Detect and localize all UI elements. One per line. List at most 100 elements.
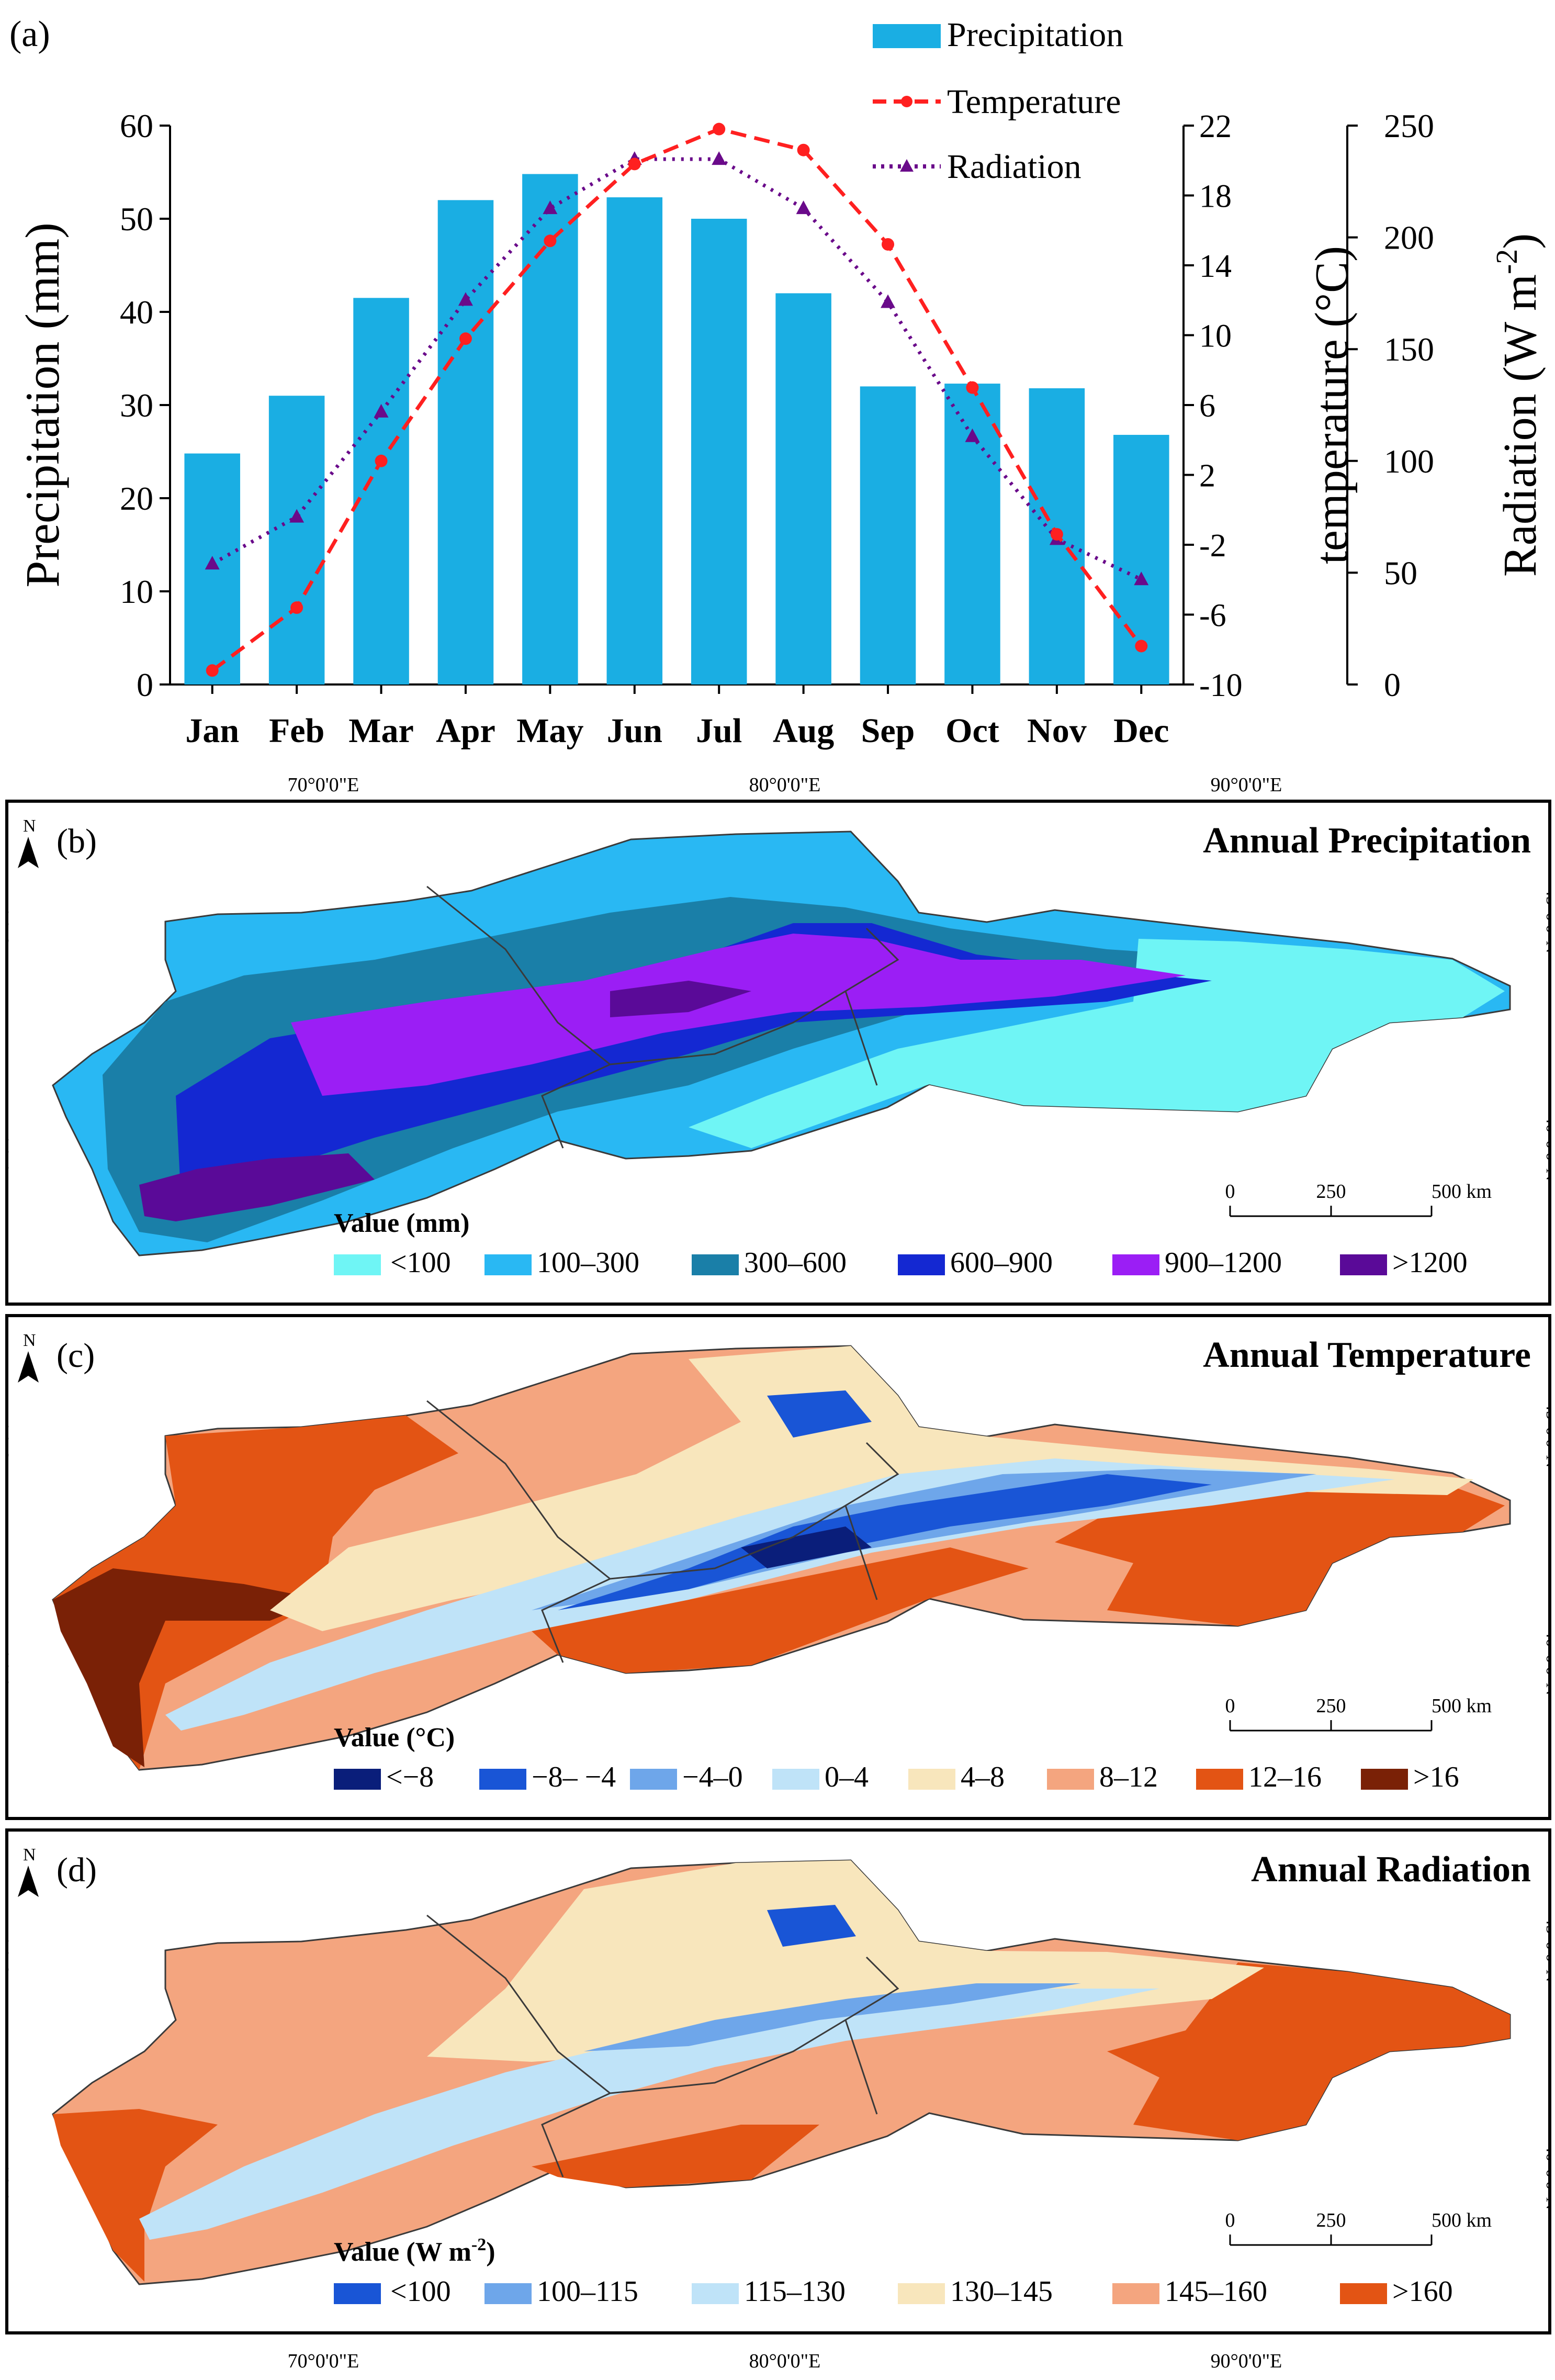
precip-bar	[353, 298, 409, 684]
radiation-marker	[289, 509, 305, 523]
precip-bar	[268, 396, 325, 684]
north-arrow-label: N	[23, 1331, 36, 1350]
legend-class-label: 300–600	[744, 1247, 847, 1279]
zone-purple	[291, 934, 1186, 1096]
legend-class-swatch	[1112, 2283, 1159, 2304]
y-right1-tick-label: -6	[1199, 598, 1226, 634]
top-lon-labels: 70°0'0"E 80°0'0"E 90°0'0"E	[288, 774, 1282, 796]
zone-light-blue	[165, 1458, 1395, 1731]
y-left-tick-label: 40	[120, 294, 153, 331]
sub-basin-boundary	[426, 1400, 899, 1663]
legend-temperature-title: Value (°C)	[334, 1723, 455, 1753]
map-temperature-title: Annual Temperature	[1203, 1335, 1531, 1375]
legend-class-label: 100–300	[537, 1247, 639, 1279]
lat-label-40-right: 40°0'0"N	[1542, 1115, 1548, 1181]
lon-label-80: 80°0'0"E	[749, 774, 821, 796]
y-left-tick-label: 0	[137, 666, 153, 703]
bottom-lon-labels: 70°0'0"E 80°0'0"E 90°0'0"E	[288, 2350, 1282, 2372]
y-axis-right2-title: Radiation (W m-2)	[1490, 233, 1546, 577]
x-tick-label: May	[516, 712, 583, 750]
legend-class-swatch	[484, 1254, 532, 1275]
legend-class-swatch	[692, 2283, 739, 2304]
temperature-marker	[713, 122, 726, 136]
y-right2-tick-label: 200	[1384, 219, 1434, 256]
legend-class-label: −4–0	[682, 1761, 743, 1793]
legend-class-label: >160	[1392, 2275, 1453, 2308]
legend-class-swatch	[898, 2283, 945, 2304]
lat-label-40-left: 40°0'0"N	[8, 2144, 13, 2210]
y-right2-tick-label: 250	[1384, 107, 1434, 144]
y-axis-right2-title-close: )	[1494, 233, 1546, 249]
y-left-tick-label: 10	[120, 573, 153, 610]
zone-navy	[741, 1526, 872, 1568]
temperature-marker	[544, 234, 557, 248]
temperature-marker	[375, 454, 388, 467]
lat-label-45-right: 45°0'0"N	[1542, 1916, 1548, 1982]
scale-label-250: 250	[1316, 2209, 1346, 2231]
legend-class-swatch	[1340, 1254, 1387, 1275]
y-right1-tick-label: -10	[1199, 668, 1243, 703]
scale-label-500: 500 km	[1432, 2209, 1492, 2231]
scale-bar: 0 250 500 km	[1225, 1181, 1492, 1217]
radiation-marker	[965, 428, 980, 442]
map-panel-temperature: N (c) Annual Temperature 45°0'0"N 40°0'0…	[5, 1314, 1551, 1820]
precip-bar	[775, 293, 831, 684]
temperature-marker	[882, 238, 895, 251]
scale-label-0: 0	[1225, 2209, 1235, 2231]
lat-label-40-right: 40°0'0"N	[1542, 1630, 1548, 1696]
legend-class-label: 12–16	[1248, 1761, 1322, 1793]
legend-class-label: >16	[1413, 1761, 1459, 1793]
scale-label-250: 250	[1316, 1695, 1346, 1717]
lat-label-45-left: 45°0'0"N	[8, 1916, 13, 1982]
lon-label-70: 70°0'0"E	[288, 2350, 359, 2372]
scale-label-500: 500 km	[1432, 1695, 1492, 1717]
scale-label-250: 250	[1316, 1181, 1346, 1203]
temperature-marker	[797, 143, 810, 156]
precip-bar	[606, 197, 663, 684]
radiation-marker	[374, 403, 389, 418]
map-precipitation-svg: N (b) Annual Precipitation 45°0'0"N 40°0…	[8, 816, 1548, 1279]
y-left-tick-label: 60	[120, 107, 153, 144]
legend-class-label: 145–160	[1165, 2275, 1267, 2308]
y-right2-tick-label: 0	[1384, 666, 1401, 703]
panel-c-label: (c)	[57, 1337, 95, 1375]
legend-class-label: −8– −4	[532, 1761, 616, 1793]
legend-class-swatch	[908, 1769, 955, 1790]
y-right1-tick-label: 2	[1199, 458, 1215, 494]
legend-class-label: <100	[390, 2275, 451, 2308]
legend-radiation-title: Value (W m-2)	[334, 2235, 495, 2267]
legend-class-swatch	[334, 1254, 381, 1275]
lat-label-40-left: 40°0'0"N	[8, 1115, 13, 1181]
map-radiation-svg: N (d) Annual Radiation 45°0'0"N 40°0'0"N…	[8, 1845, 1548, 2308]
zone-red-east	[1055, 1479, 1505, 1626]
legend-class-label: 8–12	[1099, 1761, 1158, 1793]
zone-blue	[558, 1474, 1212, 1610]
lon-label-80: 80°0'0"E	[749, 2350, 821, 2372]
radiation-marker	[205, 556, 220, 570]
north-arrow-label: N	[23, 816, 36, 836]
y-axis-right2-title-sup: -2	[1490, 249, 1524, 274]
radiation-marker	[1134, 571, 1149, 586]
legend-class-label: 130–145	[950, 2275, 1053, 2308]
north-arrow-icon	[18, 837, 39, 868]
legend-class-swatch	[630, 1769, 677, 1790]
scale-label-500: 500 km	[1432, 1181, 1492, 1203]
radiation-marker	[796, 200, 811, 215]
zone-brown-west	[53, 1568, 322, 1767]
temperature-marker	[628, 158, 641, 171]
scale-bar: 0 250 500 km	[1225, 1695, 1492, 1732]
y-right2-tick-label: 100	[1384, 443, 1434, 480]
x-tick-label: Sep	[861, 712, 915, 750]
temperature-marker	[1050, 527, 1063, 541]
zone-red-west	[53, 2109, 218, 2282]
sub-basin-boundary	[426, 885, 899, 1149]
radiation-marker	[458, 292, 473, 306]
map-panel-precipitation: N (b) Annual Precipitation 45°0'0"N 40°0…	[5, 800, 1551, 1306]
radiation-line	[211, 157, 1142, 581]
x-tick-label: Mar	[348, 712, 414, 750]
temperature-marker	[206, 664, 219, 677]
y-left-tick-label: 20	[120, 480, 153, 517]
radiation-marker	[543, 200, 558, 215]
zone-light-cyan	[689, 939, 1505, 1148]
legend-precipitation-label: Precipitation	[947, 16, 1123, 54]
